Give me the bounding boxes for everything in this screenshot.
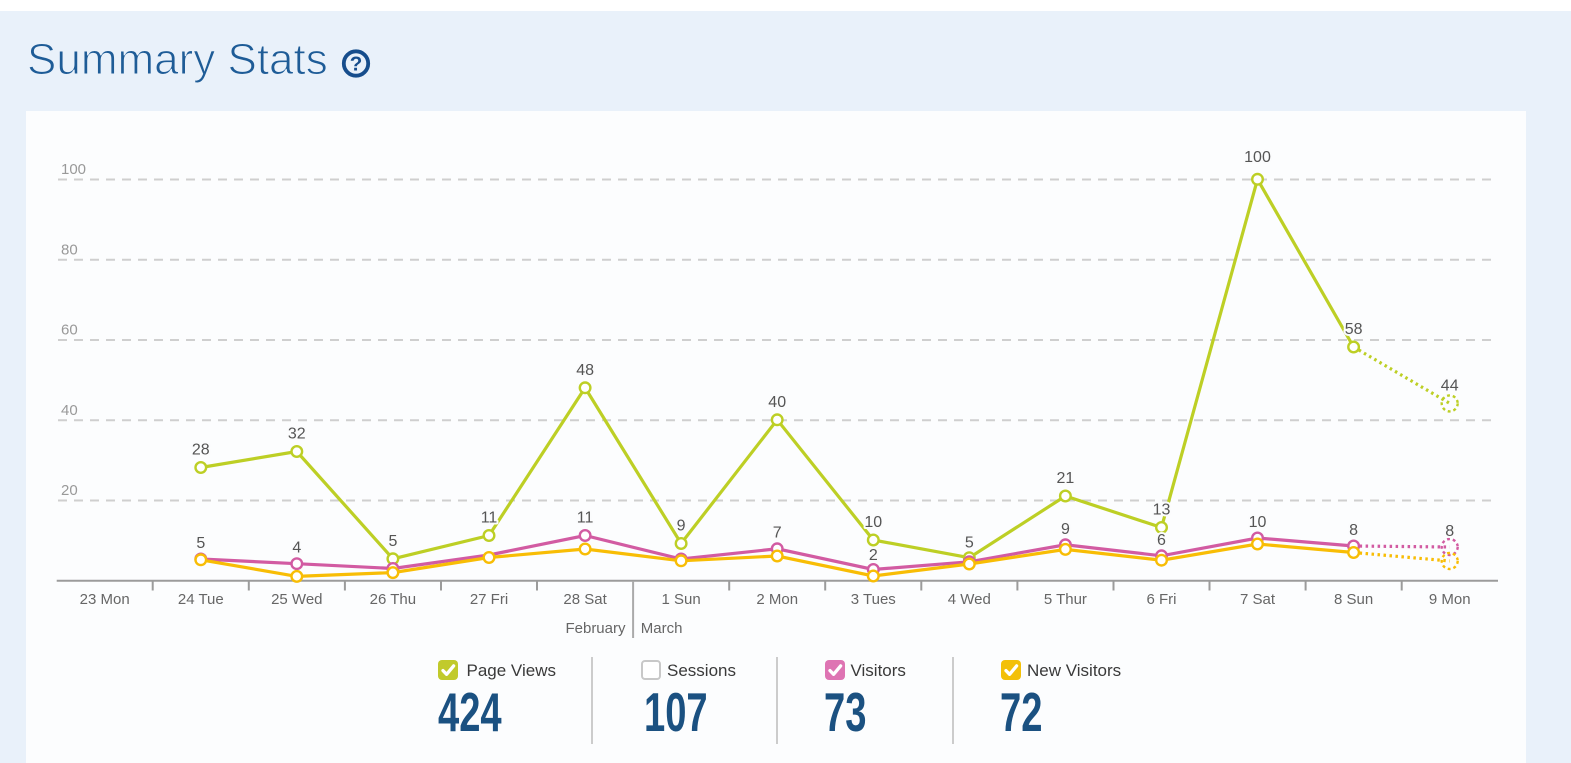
svg-text:2: 2 [869,547,878,564]
svg-text:4 Wed: 4 Wed [948,591,991,608]
svg-text:9: 9 [1061,521,1070,538]
svg-text:5: 5 [388,533,397,550]
svg-text:?: ? [350,53,363,76]
svg-text:48: 48 [576,362,594,379]
svg-text:13: 13 [1153,502,1171,519]
svg-text:3 Tues: 3 Tues [851,591,896,608]
svg-text:100: 100 [1244,149,1271,166]
svg-text:21: 21 [1057,470,1075,487]
svg-text:60: 60 [61,322,78,339]
svg-text:5: 5 [965,535,974,552]
svg-text:2 Mon: 2 Mon [756,591,798,608]
svg-text:100: 100 [61,161,86,178]
svg-text:11: 11 [577,510,594,527]
svg-text:26 Thu: 26 Thu [370,591,416,608]
svg-text:40: 40 [768,394,786,411]
svg-text:23 Mon: 23 Mon [80,591,130,608]
svg-text:20: 20 [61,482,78,499]
svg-text:10: 10 [1249,514,1267,531]
svg-text:8: 8 [1349,522,1358,539]
svg-text:9: 9 [677,518,686,535]
svg-text:1 Sun: 1 Sun [661,591,700,608]
svg-text:8 Sun: 8 Sun [1334,591,1373,608]
svg-text:32: 32 [288,426,306,443]
svg-text:24 Tue: 24 Tue [178,591,224,608]
svg-text:28: 28 [192,442,210,459]
svg-text:27 Fri: 27 Fri [470,591,508,608]
svg-text:44: 44 [1441,377,1459,394]
svg-text:58: 58 [1345,321,1363,338]
svg-text:7: 7 [773,525,782,542]
svg-text:5 Thur: 5 Thur [1044,591,1087,608]
svg-text:28 Sat: 28 Sat [563,591,607,608]
svg-text:5: 5 [196,535,205,552]
svg-text:8: 8 [1445,523,1454,540]
svg-text:4: 4 [292,540,301,557]
svg-text:7 Sat: 7 Sat [1240,591,1276,608]
svg-text:6 Fri: 6 Fri [1147,591,1177,608]
svg-text:40: 40 [61,402,78,419]
svg-text:6: 6 [1157,532,1166,549]
svg-text:February: February [565,620,626,637]
svg-text:25 Wed: 25 Wed [271,591,322,608]
svg-text:11: 11 [481,510,498,527]
svg-text:10: 10 [864,514,882,531]
svg-text:9 Mon: 9 Mon [1429,591,1471,608]
svg-text:March: March [641,620,683,637]
svg-text:80: 80 [61,241,78,258]
